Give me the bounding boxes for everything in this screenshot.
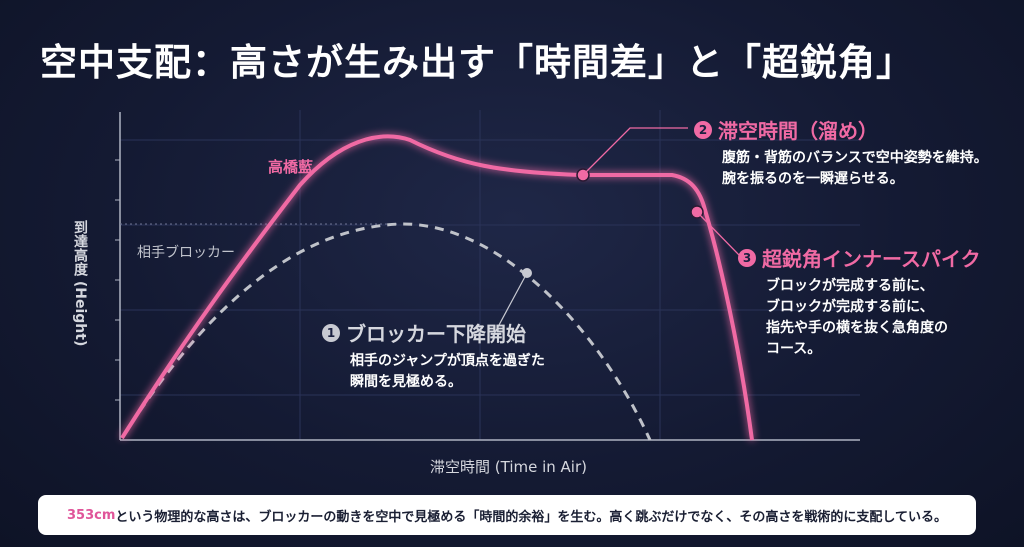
grid [120,110,860,440]
annotation-sharp-spike: 3 超鋭角インナースパイク ブロックが完成する前に、 ブロックが完成する前に、 … [738,243,981,360]
page-title: 空中支配：高さが生み出す「時間差」と「超鋭角」 [40,41,914,84]
number-badge-1: 1 [322,323,340,342]
caption-bar: 353cm という物理的な高さは、ブロッカーの動きを空中で見極める「時間的余裕」… [38,495,976,535]
annotation-line: 相手のジャンプが頂点を過ぎた [350,353,545,369]
annotation-line: 腹筋・背筋のバランスで空中姿勢を維持。 [722,150,988,166]
annotation-line: 指先や手の横を抜く急角度の [766,320,948,336]
annotation-line: 腕を振るのを一瞬遅らせる。 [722,171,904,187]
caption-highlight: 353cm [66,507,116,523]
x-axis-label: 滞空時間 (Time in Air) [430,458,587,476]
y-axis-ticks [115,159,120,401]
annotation-hang-time: 2 滞空時間（溜め） 腹筋・背筋のバランスで空中姿勢を維持。 腕を振るのを一瞬遅… [694,115,988,190]
leader-hang-time [582,127,688,176]
annotation-blocker-descent: 1 ブロッカー下降開始 相手のジャンプが頂点を過ぎた 瞬間を見極める。 [322,318,545,393]
annotation-heading: ブロッカー下降開始 [346,322,526,346]
leader-blocker-descent [491,272,528,339]
opponent-blocker-curve [120,222,652,441]
annotation-line: コース。 [766,341,822,357]
number-badge-2: 2 [694,120,712,139]
annotation-heading: 滞空時間（溜め） [718,119,878,143]
annotation-line: ブロックが完成する前に、 [766,299,934,315]
annotation-line: ブロックが完成する前に、 [766,278,934,294]
annotation-heading: 超鋭角インナースパイク [762,247,981,271]
takahashi-curve [120,134,754,441]
series-label-takahashi: 高橋藍 [268,158,314,176]
leader-sharp-spike [696,211,741,257]
y-axis-label: 到達高度 (Height) [72,219,88,347]
number-badge-3: 3 [738,248,756,267]
series-label-opponent: 相手ブロッカー [137,245,235,261]
annotation-line: 瞬間を見極める。 [350,374,462,390]
caption-text: という物理的な高さは、ブロッカーの動きを空中で見極める「時間的余裕」を生む。高く… [115,509,947,525]
